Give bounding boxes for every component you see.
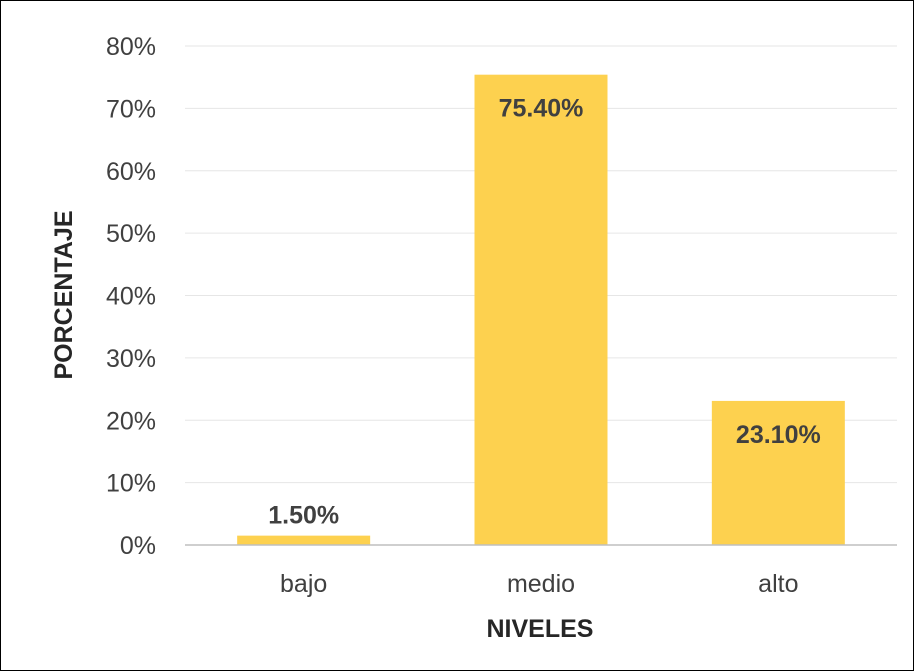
y-tick-label: 10% bbox=[106, 470, 156, 498]
y-tick-label: 50% bbox=[106, 220, 156, 248]
y-tick-label: 40% bbox=[106, 283, 156, 311]
data-label: 23.10% bbox=[736, 421, 821, 449]
x-axis-title: NIVELES bbox=[487, 615, 594, 643]
bars bbox=[237, 74, 845, 545]
bar bbox=[474, 74, 608, 545]
data-labels: 1.50% 75.40% 23.10% bbox=[268, 95, 821, 530]
x-axis-categories: bajo medio alto bbox=[280, 570, 798, 598]
x-category-label: medio bbox=[507, 570, 575, 598]
y-axis-ticks: 0% 10% 20% 30% 40% 50% 60% 70% 80% bbox=[106, 33, 156, 560]
y-tick-label: 30% bbox=[106, 345, 156, 373]
y-tick-label: 80% bbox=[106, 33, 156, 61]
y-tick-label: 0% bbox=[120, 532, 156, 560]
y-tick-label: 60% bbox=[106, 158, 156, 186]
data-label: 1.50% bbox=[268, 502, 339, 530]
y-axis-title: PORCENTAJE bbox=[50, 210, 78, 379]
x-category-label: bajo bbox=[280, 570, 327, 598]
y-tick-label: 20% bbox=[106, 407, 156, 435]
bar bbox=[237, 535, 371, 545]
bar bbox=[711, 400, 845, 545]
y-tick-label: 70% bbox=[106, 95, 156, 123]
x-category-label: alto bbox=[758, 570, 798, 598]
data-label: 75.40% bbox=[499, 95, 584, 123]
